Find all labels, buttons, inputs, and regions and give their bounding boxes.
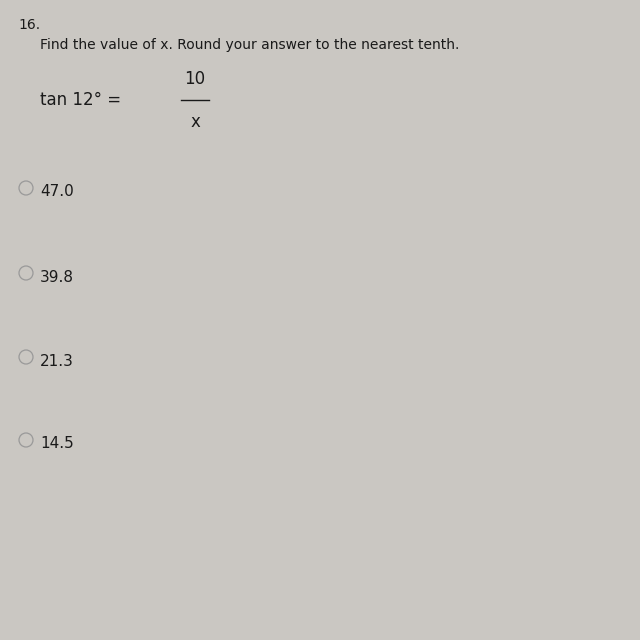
Text: tan 12° =: tan 12° = [40,91,126,109]
Text: 47.0: 47.0 [40,184,74,200]
Text: 39.8: 39.8 [40,269,74,285]
Text: 16.: 16. [18,18,40,32]
Text: 14.5: 14.5 [40,436,74,451]
Text: Find the value of x. Round your answer to the nearest tenth.: Find the value of x. Round your answer t… [40,38,460,52]
Text: x: x [190,113,200,131]
Text: 10: 10 [184,70,205,88]
Text: 21.3: 21.3 [40,353,74,369]
